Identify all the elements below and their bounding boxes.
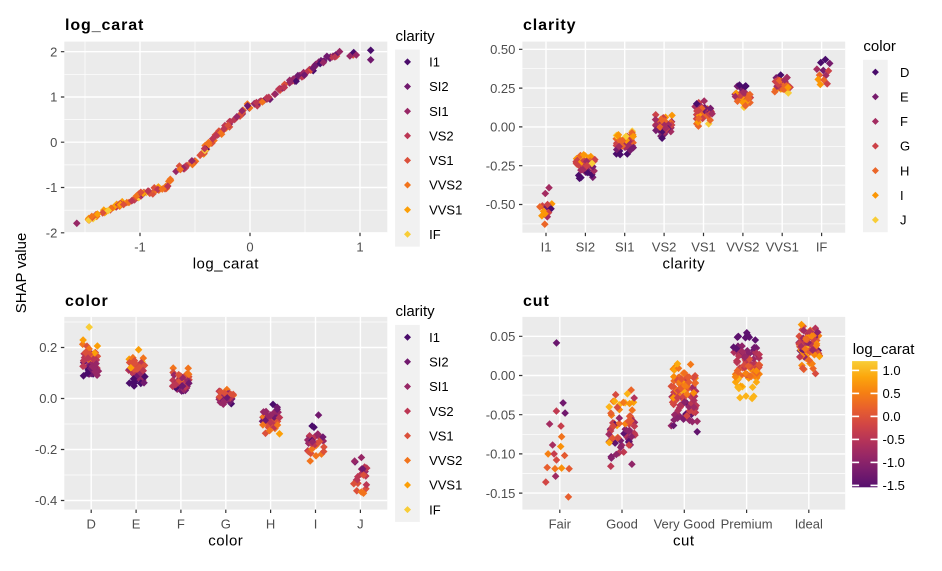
svg-text:VVS1: VVS1 bbox=[429, 478, 462, 493]
svg-text:log_carat: log_carat bbox=[193, 256, 260, 273]
svg-text:J: J bbox=[357, 517, 364, 532]
svg-text:Very Good: Very Good bbox=[654, 517, 715, 532]
svg-text:SI2: SI2 bbox=[576, 240, 596, 255]
svg-text:VS1: VS1 bbox=[691, 240, 716, 255]
svg-text:-1.0: -1.0 bbox=[883, 455, 905, 470]
svg-text:F: F bbox=[177, 517, 185, 532]
svg-text:SI2: SI2 bbox=[429, 355, 449, 370]
svg-text:I1: I1 bbox=[429, 55, 440, 70]
svg-text:SI1: SI1 bbox=[429, 379, 449, 394]
svg-text:0.5: 0.5 bbox=[883, 386, 901, 401]
svg-text:IF: IF bbox=[429, 502, 441, 517]
svg-text:D: D bbox=[900, 65, 909, 80]
svg-text:VVS1: VVS1 bbox=[429, 202, 462, 217]
svg-text:Ideal: Ideal bbox=[795, 517, 823, 532]
svg-text:VS1: VS1 bbox=[429, 428, 454, 443]
svg-text:VVS2: VVS2 bbox=[429, 178, 462, 193]
svg-text:-0.10: -0.10 bbox=[486, 447, 516, 462]
svg-text:-0.15: -0.15 bbox=[486, 486, 516, 501]
svg-text:2: 2 bbox=[50, 44, 57, 59]
svg-text:1: 1 bbox=[356, 240, 363, 255]
svg-text:log_carat: log_carat bbox=[65, 17, 144, 34]
svg-text:VS1: VS1 bbox=[429, 153, 454, 168]
svg-text:0.50: 0.50 bbox=[490, 42, 515, 57]
svg-text:G: G bbox=[221, 517, 231, 532]
svg-text:I1: I1 bbox=[429, 330, 440, 345]
svg-text:VVS1: VVS1 bbox=[766, 240, 799, 255]
svg-text:0.00: 0.00 bbox=[490, 368, 515, 383]
svg-text:-0.2: -0.2 bbox=[35, 442, 57, 457]
svg-text:color: color bbox=[65, 293, 109, 310]
svg-text:-2: -2 bbox=[46, 226, 58, 241]
svg-text:0.05: 0.05 bbox=[490, 329, 515, 344]
svg-text:VVS2: VVS2 bbox=[726, 240, 759, 255]
svg-text:color: color bbox=[208, 533, 243, 550]
svg-text:IF: IF bbox=[429, 227, 441, 242]
svg-text:Fair: Fair bbox=[549, 517, 572, 532]
svg-text:VS2: VS2 bbox=[429, 129, 454, 144]
svg-text:SI1: SI1 bbox=[429, 104, 449, 119]
svg-text:I: I bbox=[900, 188, 904, 203]
svg-text:G: G bbox=[900, 139, 910, 154]
svg-text:F: F bbox=[900, 114, 908, 129]
svg-text:J: J bbox=[900, 213, 907, 228]
svg-text:E: E bbox=[900, 89, 909, 104]
svg-text:0.25: 0.25 bbox=[490, 81, 515, 96]
svg-text:E: E bbox=[132, 517, 141, 532]
svg-text:0.2: 0.2 bbox=[39, 340, 57, 355]
svg-text:clarity: clarity bbox=[396, 28, 436, 45]
svg-text:clarity: clarity bbox=[396, 303, 436, 320]
svg-text:0: 0 bbox=[50, 135, 57, 150]
svg-text:IF: IF bbox=[816, 240, 828, 255]
svg-text:VVS2: VVS2 bbox=[429, 453, 462, 468]
svg-text:0.0: 0.0 bbox=[883, 409, 901, 424]
svg-text:SI1: SI1 bbox=[615, 240, 635, 255]
svg-text:color: color bbox=[863, 38, 896, 55]
svg-text:VS2: VS2 bbox=[652, 240, 677, 255]
svg-text:D: D bbox=[87, 517, 96, 532]
svg-text:cut: cut bbox=[673, 533, 695, 550]
svg-text:0.0: 0.0 bbox=[39, 391, 57, 406]
svg-text:clarity: clarity bbox=[523, 17, 576, 34]
svg-text:-1: -1 bbox=[46, 180, 58, 195]
svg-text:Premium: Premium bbox=[721, 517, 773, 532]
svg-text:1: 1 bbox=[50, 90, 57, 105]
svg-text:SHAP value: SHAP value bbox=[13, 233, 30, 314]
svg-text:-0.25: -0.25 bbox=[486, 158, 516, 173]
svg-text:-0.05: -0.05 bbox=[486, 407, 516, 422]
svg-text:I: I bbox=[314, 517, 318, 532]
svg-text:-1.5: -1.5 bbox=[883, 478, 905, 493]
svg-text:Good: Good bbox=[606, 517, 638, 532]
svg-text:VS2: VS2 bbox=[429, 404, 454, 419]
svg-text:H: H bbox=[900, 163, 909, 178]
svg-text:0.00: 0.00 bbox=[490, 120, 515, 135]
svg-text:-0.4: -0.4 bbox=[35, 493, 57, 508]
svg-text:cut: cut bbox=[523, 293, 550, 310]
svg-text:1.0: 1.0 bbox=[883, 363, 901, 378]
svg-text:-0.5: -0.5 bbox=[883, 432, 905, 447]
svg-text:log_carat: log_carat bbox=[853, 341, 916, 358]
svg-text:SI2: SI2 bbox=[429, 79, 449, 94]
svg-text:I1: I1 bbox=[541, 240, 552, 255]
svg-text:0: 0 bbox=[246, 240, 253, 255]
svg-text:clarity: clarity bbox=[662, 256, 705, 273]
svg-text:H: H bbox=[266, 517, 275, 532]
svg-text:-1: -1 bbox=[134, 240, 146, 255]
svg-text:-0.50: -0.50 bbox=[486, 197, 516, 212]
